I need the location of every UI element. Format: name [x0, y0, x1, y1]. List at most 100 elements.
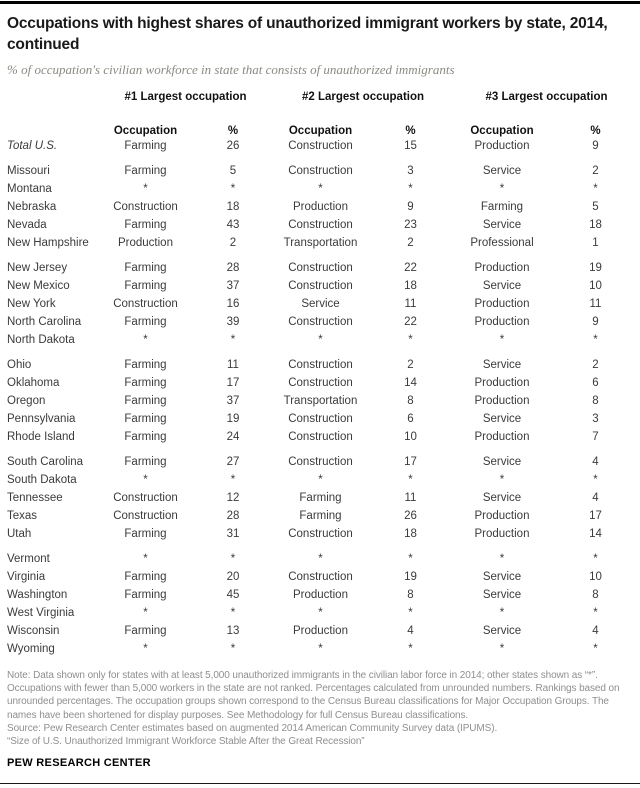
percent-2-cell: 14	[404, 377, 417, 389]
state-cell: Virginia	[7, 571, 46, 583]
percent-2-cell: *	[408, 607, 413, 619]
percent-1-cell: 43	[226, 219, 240, 231]
percent-2-cell: 3	[407, 165, 414, 177]
percent-1-cell: 27	[226, 456, 240, 468]
column-header-row: Occupation % Occupation % Occupation %	[0, 103, 640, 137]
occupation-1-cell: *	[143, 183, 148, 195]
percent-3-cell: 4	[592, 492, 599, 504]
table-row: Wyoming * * * * * *	[0, 640, 640, 658]
occupation-2-cell: *	[318, 607, 323, 619]
state-cell: Washington	[7, 589, 68, 601]
bottom-rule	[0, 782, 640, 784]
percent-3-cell: 14	[589, 528, 602, 540]
col-header-percent-1: %	[227, 125, 239, 137]
occupation-1-cell: Farming	[124, 528, 167, 540]
occupation-3-cell: Farming	[480, 201, 524, 213]
state-column-spacer	[0, 89, 98, 103]
percent-2-cell: 22	[404, 316, 417, 328]
occupation-2-cell: *	[318, 334, 323, 346]
occupation-1-cell: Farming	[124, 395, 167, 407]
percent-3-cell: 18	[589, 219, 602, 231]
occupation-3-cell: Production	[474, 298, 530, 310]
col-header-occupation-1: Occupation	[113, 125, 178, 137]
percent-3-cell: 2	[592, 359, 599, 371]
percent-2-cell: 4	[407, 625, 414, 637]
percent-3-cell: *	[593, 553, 598, 565]
col-header-percent-2: %	[405, 125, 416, 137]
occupation-1-cell: Construction	[113, 492, 178, 504]
occupation-1-cell: Farming	[124, 431, 167, 443]
occupation-1-cell: Farming	[124, 140, 167, 152]
percent-1-cell: 2	[229, 237, 237, 249]
table-row: Oklahoma Farming 17 Construction 14 Prod…	[0, 374, 640, 392]
occupation-3-cell: *	[499, 334, 505, 346]
occupation-3-cell: *	[499, 607, 505, 619]
state-cell: New Mexico	[7, 280, 70, 292]
footnote: Note: Data shown only for states with at…	[7, 670, 620, 721]
group-header-3: #3 Largest occupation	[485, 91, 608, 103]
occupation-1-cell: *	[143, 553, 148, 565]
state-cell: Ohio	[7, 359, 32, 371]
percent-3-cell: 1	[592, 237, 599, 249]
state-cell: New York	[7, 298, 56, 310]
state-cell: West Virginia	[7, 607, 75, 619]
percent-1-cell: *	[230, 607, 236, 619]
table-row: Utah Farming 31 Construction 18 Producti…	[0, 525, 640, 543]
percent-3-cell: *	[593, 334, 598, 346]
occupation-2-cell: *	[318, 474, 323, 486]
percent-3-cell: 8	[592, 395, 599, 407]
percent-2-cell: 11	[404, 298, 417, 310]
state-cell: South Carolina	[7, 456, 84, 468]
percent-1-cell: 16	[226, 298, 240, 310]
occupation-3-cell: Service	[482, 456, 522, 468]
occupation-2-cell: Construction	[288, 413, 353, 425]
occupation-1-cell: *	[143, 474, 148, 486]
occupation-2-cell: Service	[301, 298, 340, 310]
occupation-3-cell: Production	[474, 316, 530, 328]
percent-1-cell: 12	[226, 492, 240, 504]
occupation-3-cell: *	[499, 553, 505, 565]
percent-2-cell: 8	[407, 589, 414, 601]
percent-2-cell: 18	[404, 280, 417, 292]
state-cell: Wyoming	[7, 643, 55, 655]
occupation-1-cell: Farming	[124, 262, 167, 274]
group-header-row: #1 Largest occupation #2 Largest occupat…	[0, 89, 640, 103]
occupation-3-cell: *	[499, 183, 505, 195]
percent-3-cell: 4	[592, 456, 599, 468]
percent-2-cell: 19	[404, 571, 417, 583]
percent-2-cell: *	[408, 334, 413, 346]
table-row: Oregon Farming 37 Transportation 8 Produ…	[0, 392, 640, 410]
occupation-2-cell: Construction	[288, 359, 353, 371]
percent-1-cell: 45	[226, 589, 240, 601]
percent-2-cell: *	[408, 183, 413, 195]
occupation-2-cell: *	[318, 643, 323, 655]
occupation-1-cell: Farming	[124, 316, 167, 328]
percent-2-cell: *	[408, 474, 413, 486]
occupation-table: #1 Largest occupation #2 Largest occupat…	[0, 89, 640, 658]
percent-1-cell: 13	[226, 625, 240, 637]
percent-3-cell: 19	[589, 262, 602, 274]
state-cell: Montana	[7, 183, 52, 195]
figure-title: Occupations with highest shares of unaut…	[7, 15, 608, 53]
percent-1-cell: 26	[226, 140, 240, 152]
state-cell: Texas	[7, 510, 38, 522]
state-cell: North Carolina	[7, 316, 82, 328]
occupation-1-cell: Farming	[124, 359, 167, 371]
table-row: Tennessee Construction 12 Farming 11 Ser…	[0, 489, 640, 507]
occupation-1-cell: Farming	[124, 456, 167, 468]
percent-3-cell: 10	[589, 571, 602, 583]
percent-3-cell: 3	[592, 413, 599, 425]
occupation-2-cell: Construction	[288, 165, 353, 177]
table-row: Virginia Farming 20 Construction 19 Serv…	[0, 568, 640, 586]
percent-1-cell: *	[230, 553, 236, 565]
state-cell: Nebraska	[7, 201, 57, 213]
occupation-1-cell: *	[143, 334, 148, 346]
percent-3-cell: *	[593, 474, 598, 486]
occupation-3-cell: Professional	[470, 237, 534, 249]
percent-1-cell: 5	[229, 165, 237, 177]
occupation-2-cell: Production	[293, 201, 348, 213]
occupation-2-cell: Construction	[288, 316, 353, 328]
percent-2-cell: 26	[404, 510, 417, 522]
occupation-3-cell: Production	[474, 262, 530, 274]
